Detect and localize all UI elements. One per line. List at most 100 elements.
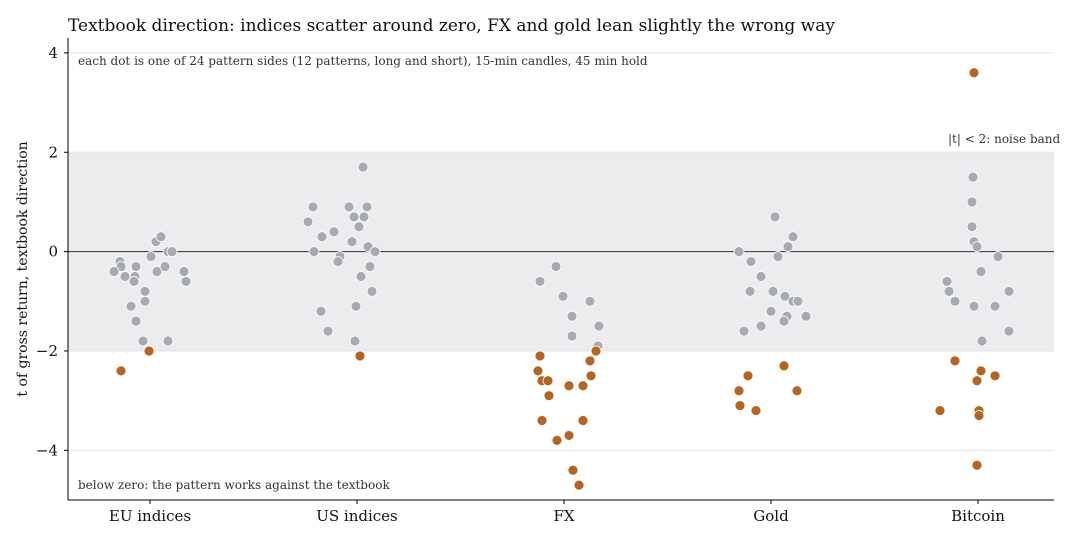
data-point-significant [551, 434, 563, 446]
data-point [139, 295, 151, 307]
data-point [328, 226, 340, 238]
data-point [971, 241, 983, 253]
data-point-significant [543, 390, 555, 402]
data-point [364, 261, 376, 272]
data-point [357, 161, 369, 173]
data-point [1003, 285, 1015, 297]
data-point [130, 261, 142, 272]
data-point [361, 201, 373, 213]
data-point [130, 315, 142, 327]
data-point-significant [934, 405, 946, 416]
data-point [180, 276, 192, 287]
data-point [782, 241, 794, 253]
data-point [769, 211, 781, 223]
data-point [992, 251, 1004, 262]
data-point-significant [949, 355, 961, 367]
data-point [550, 261, 562, 272]
data-point [943, 285, 955, 297]
data-point [534, 276, 546, 287]
data-point [162, 335, 174, 347]
bottom-annotation: below zero: the pattern works against th… [78, 478, 390, 492]
data-point [792, 295, 804, 307]
data-point [968, 300, 980, 312]
data-point [787, 231, 799, 243]
data-point-significant [973, 410, 985, 421]
data-point [755, 320, 767, 332]
data-point [1003, 325, 1015, 337]
y-tick-label: −4 [36, 441, 58, 459]
data-point [159, 261, 171, 272]
data-point-significant [542, 375, 554, 387]
data-point [738, 325, 750, 337]
data-point-significant [971, 375, 983, 387]
data-point [316, 231, 328, 243]
data-point [322, 325, 334, 337]
data-point [755, 271, 767, 282]
data-point [941, 276, 953, 287]
data-point [308, 246, 320, 258]
data-point [566, 330, 578, 342]
data-point [137, 335, 149, 347]
data-point [566, 310, 578, 322]
data-point-significant [989, 370, 1001, 382]
data-point-significant [975, 365, 987, 377]
y-axis-label: t of gross return, textbook direction [15, 141, 31, 396]
data-point-significant [590, 345, 602, 357]
y-tick-label: 2 [48, 143, 58, 161]
data-point [989, 300, 1001, 312]
data-point [348, 211, 360, 223]
chart-subtitle: each dot is one of 24 pattern sides (12 … [78, 54, 648, 68]
x-tick-label: FX [553, 507, 574, 525]
y-tick-label: −2 [36, 342, 58, 360]
data-point [976, 335, 988, 347]
data-point-significant [577, 380, 589, 392]
data-point [967, 171, 979, 183]
data-point [745, 256, 757, 267]
data-point [302, 216, 314, 228]
data-point-significant [532, 365, 544, 377]
plot-area: 4 2 0 −2 −4 EU indices US indices FX Gold Bitcoin [36, 38, 1054, 525]
data-point [346, 236, 358, 248]
y-tick-label: 0 [48, 243, 58, 261]
data-point [765, 305, 777, 317]
data-point-significant [567, 464, 579, 476]
data-point [593, 320, 605, 332]
data-point-significant [143, 345, 155, 357]
data-point [779, 290, 791, 302]
data-point [332, 256, 344, 267]
data-point [966, 196, 978, 208]
data-point [744, 285, 756, 297]
y-tick-label: 4 [48, 44, 58, 62]
data-point [557, 290, 569, 302]
data-point-significant [536, 415, 548, 426]
data-point [778, 315, 790, 327]
data-point [145, 251, 157, 262]
data-point-significant [791, 385, 803, 397]
data-point [139, 285, 151, 297]
noise-band-label: |t| < 2: noise band [948, 132, 1061, 146]
x-tick-label: Bitcoin [951, 507, 1005, 525]
data-point [353, 221, 365, 233]
data-point [350, 300, 362, 312]
data-point-significant [585, 370, 597, 382]
chart-title: Textbook direction: indices scatter arou… [68, 16, 835, 36]
data-point-significant [733, 385, 745, 397]
data-point [315, 305, 327, 317]
data-point [772, 251, 784, 262]
data-point [369, 246, 381, 258]
data-point-significant [534, 350, 546, 362]
data-point [125, 300, 137, 312]
data-point-significant [968, 67, 980, 79]
data-point [119, 271, 131, 282]
data-point [343, 201, 355, 213]
data-point [800, 310, 812, 322]
data-point [366, 285, 378, 297]
x-tick-label: EU indices [109, 507, 191, 525]
data-point-significant [573, 479, 585, 491]
x-tick-label: US indices [316, 507, 398, 525]
data-point [966, 221, 978, 233]
data-point [355, 271, 367, 282]
data-point [975, 266, 987, 277]
